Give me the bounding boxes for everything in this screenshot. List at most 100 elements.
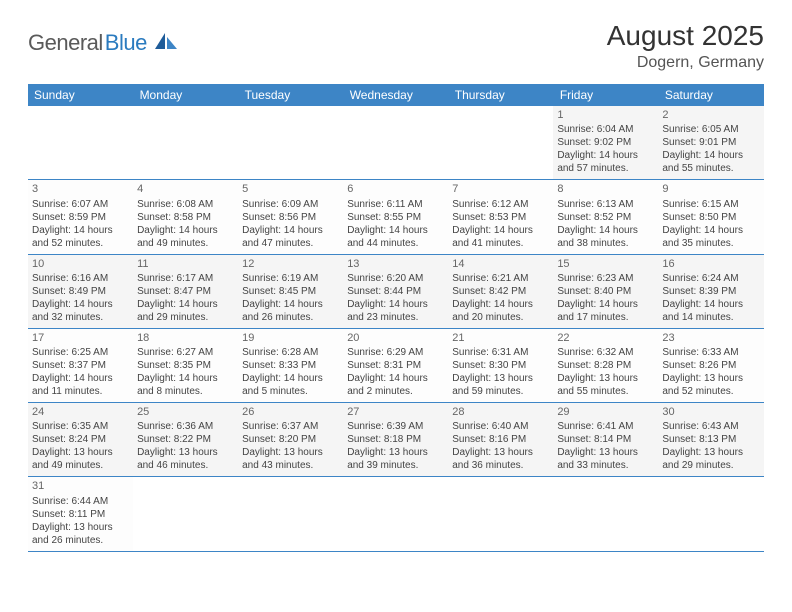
sunrise-text: Sunrise: 6:36 AM [137,420,234,433]
day-number: 8 [557,182,654,196]
daylight-text-2: and 17 minutes. [557,311,654,324]
day-number: 18 [137,331,234,345]
day-header: Tuesday [238,84,343,106]
sunrise-text: Sunrise: 6:44 AM [32,495,129,508]
calendar-cell [343,106,448,180]
day-number: 11 [137,257,234,271]
calendar-week: 24Sunrise: 6:35 AMSunset: 8:24 PMDayligh… [28,403,764,477]
calendar-cell: 12Sunrise: 6:19 AMSunset: 8:45 PMDayligh… [238,254,343,328]
daylight-text-2: and 55 minutes. [662,162,759,175]
day-number: 26 [242,405,339,419]
sunset-text: Sunset: 9:01 PM [662,136,759,149]
daylight-text-1: Daylight: 14 hours [557,298,654,311]
sunset-text: Sunset: 8:49 PM [32,285,129,298]
calendar-cell [658,477,763,551]
sunset-text: Sunset: 8:31 PM [347,359,444,372]
sunset-text: Sunset: 8:37 PM [32,359,129,372]
header: GeneralBlue August 2025 Dogern, Germany [28,20,764,72]
calendar-cell: 16Sunrise: 6:24 AMSunset: 8:39 PMDayligh… [658,254,763,328]
sunrise-text: Sunrise: 6:15 AM [662,198,759,211]
calendar-cell [238,106,343,180]
sunrise-text: Sunrise: 6:21 AM [452,272,549,285]
sunrise-text: Sunrise: 6:08 AM [137,198,234,211]
sunrise-text: Sunrise: 6:12 AM [452,198,549,211]
daylight-text-2: and 46 minutes. [137,459,234,472]
sunrise-text: Sunrise: 6:11 AM [347,198,444,211]
daylight-text-2: and 8 minutes. [137,385,234,398]
day-number: 12 [242,257,339,271]
calendar-cell [238,477,343,551]
sunset-text: Sunset: 8:40 PM [557,285,654,298]
sunrise-text: Sunrise: 6:23 AM [557,272,654,285]
calendar-cell: 11Sunrise: 6:17 AMSunset: 8:47 PMDayligh… [133,254,238,328]
daylight-text-2: and 55 minutes. [557,385,654,398]
daylight-text-1: Daylight: 13 hours [557,446,654,459]
daylight-text-1: Daylight: 14 hours [242,372,339,385]
day-number: 22 [557,331,654,345]
daylight-text-1: Daylight: 14 hours [662,224,759,237]
calendar-cell [28,106,133,180]
daylight-text-2: and 23 minutes. [347,311,444,324]
month-title: August 2025 [607,20,764,52]
calendar-cell [448,477,553,551]
sunrise-text: Sunrise: 6:20 AM [347,272,444,285]
day-number: 19 [242,331,339,345]
sunrise-text: Sunrise: 6:43 AM [662,420,759,433]
daylight-text-2: and 49 minutes. [137,237,234,250]
day-number: 1 [557,108,654,122]
logo-text-blue: Blue [105,30,147,56]
sunrise-text: Sunrise: 6:24 AM [662,272,759,285]
calendar-cell: 9Sunrise: 6:15 AMSunset: 8:50 PMDaylight… [658,180,763,254]
daylight-text-1: Daylight: 14 hours [557,149,654,162]
calendar-cell: 4Sunrise: 6:08 AMSunset: 8:58 PMDaylight… [133,180,238,254]
sunrise-text: Sunrise: 6:33 AM [662,346,759,359]
day-number: 6 [347,182,444,196]
calendar-cell [343,477,448,551]
daylight-text-2: and 52 minutes. [662,385,759,398]
daylight-text-1: Daylight: 13 hours [32,521,129,534]
day-number: 14 [452,257,549,271]
daylight-text-1: Daylight: 14 hours [347,298,444,311]
calendar-cell: 5Sunrise: 6:09 AMSunset: 8:56 PMDaylight… [238,180,343,254]
daylight-text-2: and 5 minutes. [242,385,339,398]
daylight-text-2: and 38 minutes. [557,237,654,250]
daylight-text-2: and 11 minutes. [32,385,129,398]
calendar-cell: 15Sunrise: 6:23 AMSunset: 8:40 PMDayligh… [553,254,658,328]
day-number: 16 [662,257,759,271]
daylight-text-1: Daylight: 13 hours [557,372,654,385]
calendar-cell [553,477,658,551]
daylight-text-2: and 14 minutes. [662,311,759,324]
daylight-text-2: and 59 minutes. [452,385,549,398]
daylight-text-2: and 39 minutes. [347,459,444,472]
daylight-text-1: Daylight: 13 hours [662,446,759,459]
sunset-text: Sunset: 8:45 PM [242,285,339,298]
daylight-text-1: Daylight: 14 hours [452,298,549,311]
sunset-text: Sunset: 8:55 PM [347,211,444,224]
calendar-week: 31Sunrise: 6:44 AMSunset: 8:11 PMDayligh… [28,477,764,551]
day-header: Saturday [658,84,763,106]
day-number: 3 [32,182,129,196]
daylight-text-1: Daylight: 14 hours [137,224,234,237]
day-number: 31 [32,479,129,493]
sunset-text: Sunset: 8:22 PM [137,433,234,446]
day-number: 28 [452,405,549,419]
sunset-text: Sunset: 8:56 PM [242,211,339,224]
daylight-text-1: Daylight: 14 hours [137,372,234,385]
sunset-text: Sunset: 8:59 PM [32,211,129,224]
calendar-cell: 14Sunrise: 6:21 AMSunset: 8:42 PMDayligh… [448,254,553,328]
calendar-cell: 8Sunrise: 6:13 AMSunset: 8:52 PMDaylight… [553,180,658,254]
sunrise-text: Sunrise: 6:25 AM [32,346,129,359]
sunrise-text: Sunrise: 6:04 AM [557,123,654,136]
sunset-text: Sunset: 8:39 PM [662,285,759,298]
daylight-text-2: and 26 minutes. [242,311,339,324]
daylight-text-2: and 57 minutes. [557,162,654,175]
sunrise-text: Sunrise: 6:16 AM [32,272,129,285]
logo: GeneralBlue [28,20,179,56]
sunset-text: Sunset: 8:33 PM [242,359,339,372]
day-number: 27 [347,405,444,419]
sunset-text: Sunset: 8:16 PM [452,433,549,446]
calendar-table: SundayMondayTuesdayWednesdayThursdayFrid… [28,84,764,552]
day-number: 10 [32,257,129,271]
day-number: 23 [662,331,759,345]
sunset-text: Sunset: 9:02 PM [557,136,654,149]
